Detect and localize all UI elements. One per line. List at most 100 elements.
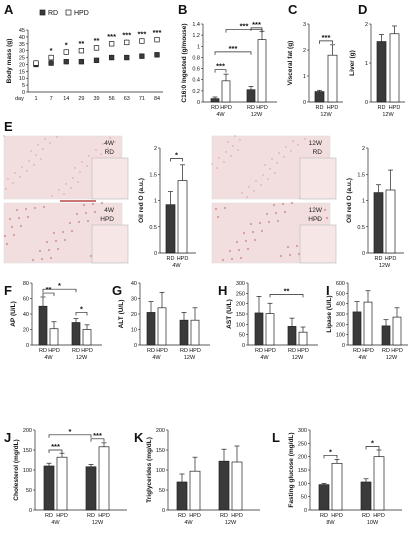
panelC-bracket-stars: *** bbox=[322, 33, 331, 42]
panelF-bracket-stars: ** bbox=[46, 285, 52, 294]
panelL-ylabel: Fasting glucose (mg/dL) bbox=[288, 432, 295, 507]
panelF-ytick-label: 0 bbox=[26, 343, 29, 349]
panelA-ytick-label: 30 bbox=[19, 49, 25, 55]
stain-dot bbox=[15, 208, 19, 212]
panelA-xtick-label: 14 bbox=[63, 96, 69, 102]
panelL-bracket bbox=[323, 454, 338, 459]
panelH-ytick-label: 50 bbox=[239, 333, 245, 339]
panelI-series-label: RD bbox=[382, 348, 390, 354]
panelE-chart1-series-label: HPD bbox=[385, 256, 397, 262]
panelI-series-label: HPD bbox=[391, 348, 403, 354]
panelC-bar bbox=[314, 91, 325, 103]
panelC-series-label: RD bbox=[316, 105, 324, 111]
panelL-ytick-label: 150 bbox=[298, 468, 307, 474]
stain-dot bbox=[253, 190, 255, 192]
panelG-bar bbox=[146, 312, 156, 346]
panelA-xtick-label: 63 bbox=[124, 96, 130, 102]
panelE-chart1-bar bbox=[373, 192, 384, 254]
panelF-bar bbox=[82, 329, 92, 346]
stain-dot bbox=[227, 141, 229, 143]
stain-dot bbox=[290, 150, 292, 152]
stain-dot bbox=[5, 242, 9, 246]
panelJ-ytick-label: 0 bbox=[29, 508, 32, 514]
panelD-ytick-label: 2 bbox=[365, 22, 368, 28]
panelJ-group-label: 4W bbox=[51, 520, 60, 526]
panelK-series-label: HPD bbox=[231, 513, 243, 519]
micrograph-label-bottom: RD bbox=[105, 149, 115, 156]
stain-dot bbox=[58, 189, 60, 191]
panelF-group-label: 4W bbox=[44, 355, 53, 361]
stain-dot bbox=[288, 253, 292, 257]
stain-dot bbox=[52, 231, 56, 235]
panelE-chart1-ytick-label: 2 bbox=[362, 146, 365, 152]
stain-dot bbox=[290, 201, 294, 205]
stain-dot bbox=[269, 168, 271, 170]
stain-dot bbox=[255, 180, 257, 182]
stain-dot bbox=[38, 249, 42, 253]
panelA-marker-RD bbox=[48, 60, 54, 66]
panelK-ytick-label: 100 bbox=[156, 468, 165, 474]
micrograph-label-top: 4W bbox=[104, 207, 115, 214]
panelF-bracket bbox=[75, 312, 88, 316]
panelA-star: *** bbox=[122, 31, 131, 40]
panelJ-bar bbox=[43, 465, 55, 511]
panelA-marker-HPD bbox=[48, 54, 54, 61]
panelB-ytick-label: 0.8 bbox=[192, 55, 200, 61]
panelH-ytick-label: 150 bbox=[236, 312, 245, 318]
panelI-ytick-label: 300 bbox=[336, 312, 345, 318]
stain-dot bbox=[86, 219, 90, 223]
panelI-series-label: RD bbox=[353, 348, 361, 354]
stain-dot bbox=[249, 222, 253, 226]
stain-dot bbox=[17, 216, 21, 220]
panelA-xtick-label: 84 bbox=[154, 96, 160, 102]
panelH-ytick-label: 100 bbox=[236, 322, 245, 328]
panelD-ytick-label: 0 bbox=[365, 100, 368, 106]
panelI-ytick-label: 0 bbox=[342, 343, 345, 349]
panel-label-panelI: I bbox=[326, 283, 330, 298]
panelA-star: *** bbox=[107, 32, 116, 41]
stain-dot bbox=[100, 153, 102, 155]
stain-dot bbox=[285, 146, 287, 148]
panelL-group-label: 8W bbox=[326, 520, 335, 526]
panelH-ylabel: AST (U/L) bbox=[226, 299, 233, 329]
panelB-ytick-label: 1.4 bbox=[192, 22, 200, 28]
panelL-ytick-label: 100 bbox=[298, 481, 307, 487]
panelA-ytick-label: 40 bbox=[19, 35, 25, 41]
panel-label-panelA: A bbox=[4, 2, 14, 17]
panelI-ytick-label: 100 bbox=[336, 333, 345, 339]
stain-dot bbox=[8, 217, 12, 221]
stain-dot bbox=[218, 157, 220, 159]
panelA-xtick-label: 1 bbox=[34, 96, 37, 102]
stain-dot bbox=[28, 160, 30, 162]
panelE-chart1-ytick-label: 1.5 bbox=[357, 172, 365, 178]
panelA-star: ** bbox=[78, 39, 84, 48]
panelA-ytick-label: 45 bbox=[19, 28, 25, 34]
panelC-group-label: 12W bbox=[320, 112, 332, 118]
panelA-legend-RD: RD bbox=[48, 10, 58, 17]
stain-dot bbox=[5, 188, 7, 190]
panelF-series-label: HPD bbox=[81, 348, 93, 354]
panelJ-group-label: 12W bbox=[92, 520, 104, 526]
panelL-bar bbox=[318, 484, 330, 511]
panelA-xtick-label: 71 bbox=[139, 96, 145, 102]
panelC-ytick-label: 1 bbox=[303, 74, 306, 80]
panelK-ytick-label: 150 bbox=[156, 448, 165, 454]
panelG-ytick-label: 20 bbox=[131, 312, 137, 318]
stain-dot bbox=[40, 257, 44, 261]
panelE-chart0-ytick-label: 1.5 bbox=[149, 172, 157, 178]
stain-dot bbox=[228, 249, 232, 253]
panelF-bracket-stars: * bbox=[58, 281, 61, 290]
panelA-xtick-label: 56 bbox=[109, 96, 115, 102]
stain-dot bbox=[79, 171, 81, 173]
panelK-bar bbox=[176, 481, 188, 511]
micrograph-label-bottom: RD bbox=[313, 149, 323, 156]
panelJ-bar bbox=[85, 466, 97, 511]
panelJ-ylabel: Cholesterol (mg/dL) bbox=[13, 439, 20, 500]
stain-dot bbox=[248, 186, 250, 188]
panelB-group-label: 12W bbox=[251, 112, 263, 118]
panelJ-ytick-label: 200 bbox=[23, 428, 32, 434]
panelA-ytick-label: 35 bbox=[19, 42, 25, 48]
panelL-group-label: 10W bbox=[367, 520, 379, 526]
stain-dot bbox=[49, 256, 53, 260]
